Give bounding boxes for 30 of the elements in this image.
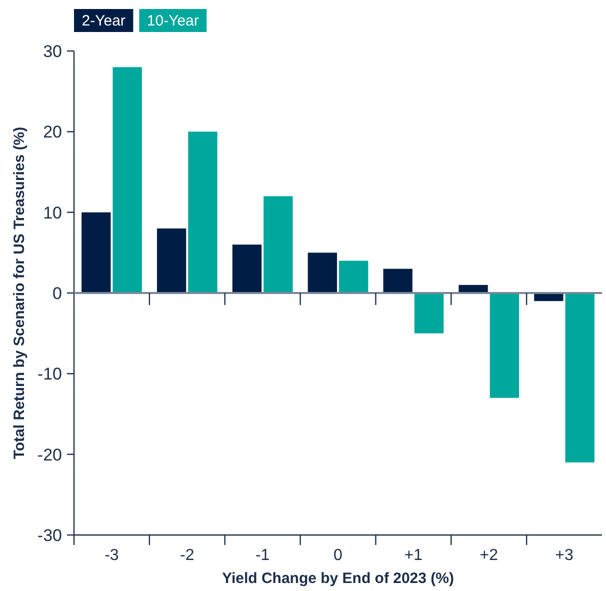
bar [339,260,368,293]
bar [383,268,412,293]
x-axis-title: Yield Change by End of 2023 (%) [222,570,454,587]
bar [156,228,186,293]
bar [112,67,142,293]
bar [490,293,520,398]
bar [188,132,218,293]
y-tick-label: -10 [37,364,62,384]
text: 10-Year [146,12,199,30]
x-tick-label: 0 [334,547,343,564]
bar [264,196,293,293]
y-axis-title: Total Return by Scenario for US Treasuries (%) [11,126,28,460]
x-tick-label: -2 [180,547,194,564]
x-tick-label: -3 [104,547,119,564]
x-tick-label: +3 [555,547,574,564]
bar [565,293,594,462]
text: 2-Year [82,12,126,30]
x-tick-label: +1 [404,547,423,564]
bar [414,293,444,334]
y-tick-label: 30 [43,42,62,61]
x-tick-label: +2 [480,547,498,564]
y-tick-label: 10 [43,203,62,222]
y-tick-label: 0 [52,284,62,303]
y-tick-label: -30 [37,526,62,545]
y-tick-label: 20 [43,122,62,142]
bar [308,252,337,293]
x-tick-label: -1 [255,547,270,564]
y-tick-label: -20 [37,445,62,464]
bar [232,244,262,293]
bar [82,212,111,293]
